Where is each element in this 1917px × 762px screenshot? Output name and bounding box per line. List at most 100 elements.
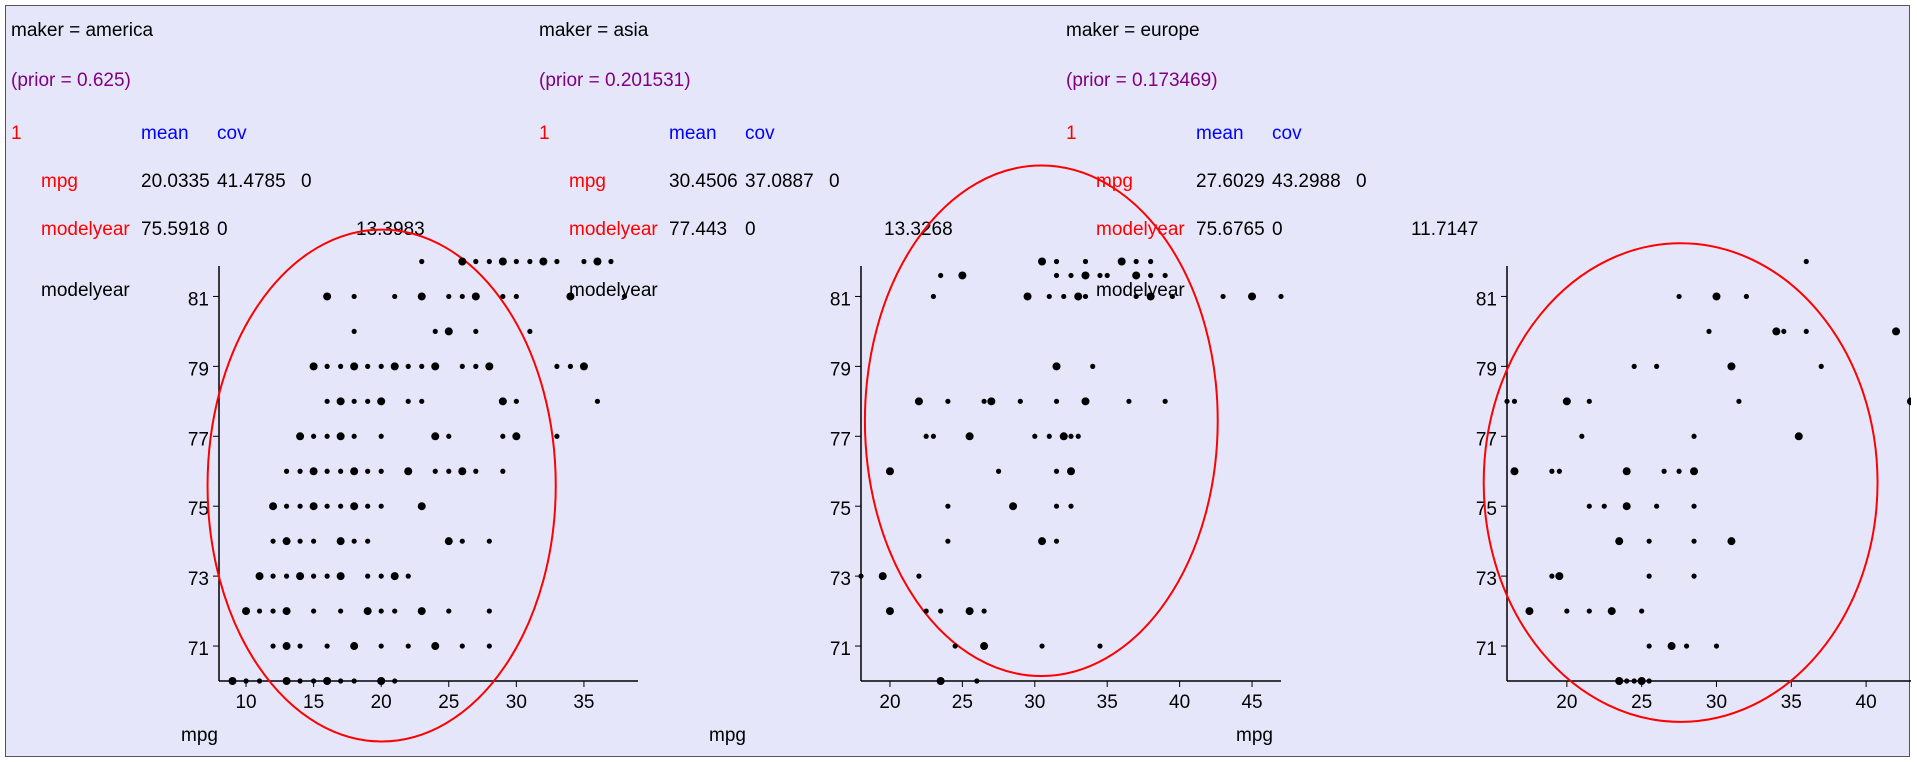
row-cov2-modelyear: 11.7147 bbox=[1411, 219, 1479, 240]
data-point bbox=[269, 502, 278, 511]
data-point bbox=[419, 363, 425, 369]
data-point bbox=[1624, 678, 1630, 684]
data-point bbox=[885, 607, 894, 616]
data-point bbox=[498, 397, 507, 406]
x-tick-label: 25 bbox=[1631, 692, 1652, 713]
data-point bbox=[1622, 467, 1631, 476]
data-point bbox=[405, 573, 411, 579]
row-name-mpg: mpg bbox=[569, 171, 606, 192]
data-point bbox=[390, 572, 399, 581]
data-point bbox=[936, 677, 945, 685]
data-point bbox=[323, 292, 332, 301]
x-tick-label: 25 bbox=[438, 692, 459, 713]
data-point bbox=[270, 538, 276, 544]
data-point bbox=[1133, 258, 1139, 265]
x-tick-label: 40 bbox=[1856, 692, 1877, 713]
data-point bbox=[417, 292, 426, 301]
row-mean-modelyear: 75.5918 bbox=[141, 219, 210, 240]
data-point bbox=[1046, 433, 1052, 439]
data-point bbox=[363, 607, 372, 616]
data-point bbox=[1148, 258, 1154, 265]
data-point bbox=[1053, 272, 1060, 279]
data-point bbox=[1690, 467, 1699, 476]
data-point bbox=[1781, 328, 1787, 335]
data-point bbox=[446, 608, 452, 614]
data-point bbox=[485, 362, 494, 371]
data-point bbox=[1683, 643, 1690, 649]
row-name-mpg: mpg bbox=[41, 171, 78, 192]
data-point bbox=[458, 467, 467, 476]
data-point bbox=[958, 271, 967, 280]
data-point bbox=[309, 467, 318, 476]
data-point bbox=[1097, 272, 1103, 279]
data-point bbox=[1220, 293, 1226, 300]
data-point bbox=[1646, 678, 1652, 684]
data-point bbox=[554, 433, 560, 439]
data-point bbox=[311, 608, 317, 614]
y-tick-label: 79 bbox=[1476, 359, 1497, 380]
data-point bbox=[459, 293, 465, 300]
x-tick-label: 30 bbox=[506, 692, 527, 713]
data-point bbox=[1615, 537, 1624, 546]
data-point bbox=[446, 433, 452, 439]
data-point bbox=[579, 362, 588, 371]
data-point bbox=[1586, 503, 1592, 509]
data-point bbox=[378, 608, 384, 614]
data-point bbox=[392, 293, 398, 300]
row-cov1-modelyear: 0 bbox=[1272, 219, 1283, 240]
data-point bbox=[324, 573, 330, 579]
y-tick-label: 81 bbox=[188, 289, 209, 310]
data-point bbox=[1691, 538, 1697, 544]
y-tick-label: 73 bbox=[188, 569, 209, 590]
data-point bbox=[1631, 678, 1637, 684]
data-point bbox=[1646, 643, 1652, 649]
data-point bbox=[1562, 397, 1571, 406]
data-point bbox=[309, 502, 318, 511]
data-point bbox=[930, 293, 937, 300]
data-point bbox=[567, 363, 574, 369]
data-point bbox=[1074, 292, 1083, 301]
data-point bbox=[311, 433, 317, 439]
data-point bbox=[1162, 272, 1168, 279]
x-tick-label: 20 bbox=[1556, 692, 1577, 713]
data-point bbox=[228, 677, 237, 685]
data-point bbox=[1038, 537, 1047, 546]
data-point bbox=[338, 363, 344, 369]
data-point bbox=[256, 678, 263, 684]
data-point bbox=[336, 537, 345, 546]
data-point bbox=[923, 608, 929, 614]
data-point bbox=[1586, 398, 1592, 404]
maker-label: maker = asia bbox=[539, 20, 649, 41]
plot-xlabel: mpg bbox=[181, 725, 218, 746]
data-point bbox=[500, 293, 506, 300]
data-point bbox=[432, 328, 438, 335]
data-point bbox=[338, 503, 344, 509]
data-point bbox=[324, 433, 330, 439]
data-point bbox=[378, 468, 384, 474]
data-point bbox=[311, 573, 317, 579]
data-point bbox=[1549, 573, 1555, 579]
x-tick-label: 35 bbox=[1097, 692, 1118, 713]
gaussian-ellipse bbox=[206, 228, 557, 743]
data-point bbox=[473, 328, 479, 335]
cov-header: cov bbox=[1272, 123, 1302, 144]
data-point bbox=[1743, 293, 1750, 300]
y-tick-label: 81 bbox=[830, 289, 851, 310]
data-point bbox=[1510, 467, 1519, 476]
plot-ylabel: modelyear bbox=[41, 280, 130, 301]
data-point bbox=[444, 537, 453, 546]
data-point bbox=[1555, 572, 1564, 581]
data-point bbox=[405, 398, 411, 404]
prior-label: (prior = 0.625) bbox=[11, 70, 131, 91]
data-point bbox=[324, 363, 330, 369]
data-point bbox=[878, 572, 887, 581]
row-cov2-modelyear: 13.3268 bbox=[884, 219, 953, 240]
data-point bbox=[432, 468, 438, 474]
data-point bbox=[1032, 433, 1038, 439]
data-point bbox=[513, 293, 519, 300]
data-point bbox=[1023, 292, 1032, 301]
data-point bbox=[1104, 272, 1110, 279]
data-point bbox=[1117, 257, 1126, 266]
data-point bbox=[282, 677, 291, 685]
y-tick-label: 75 bbox=[188, 499, 209, 520]
